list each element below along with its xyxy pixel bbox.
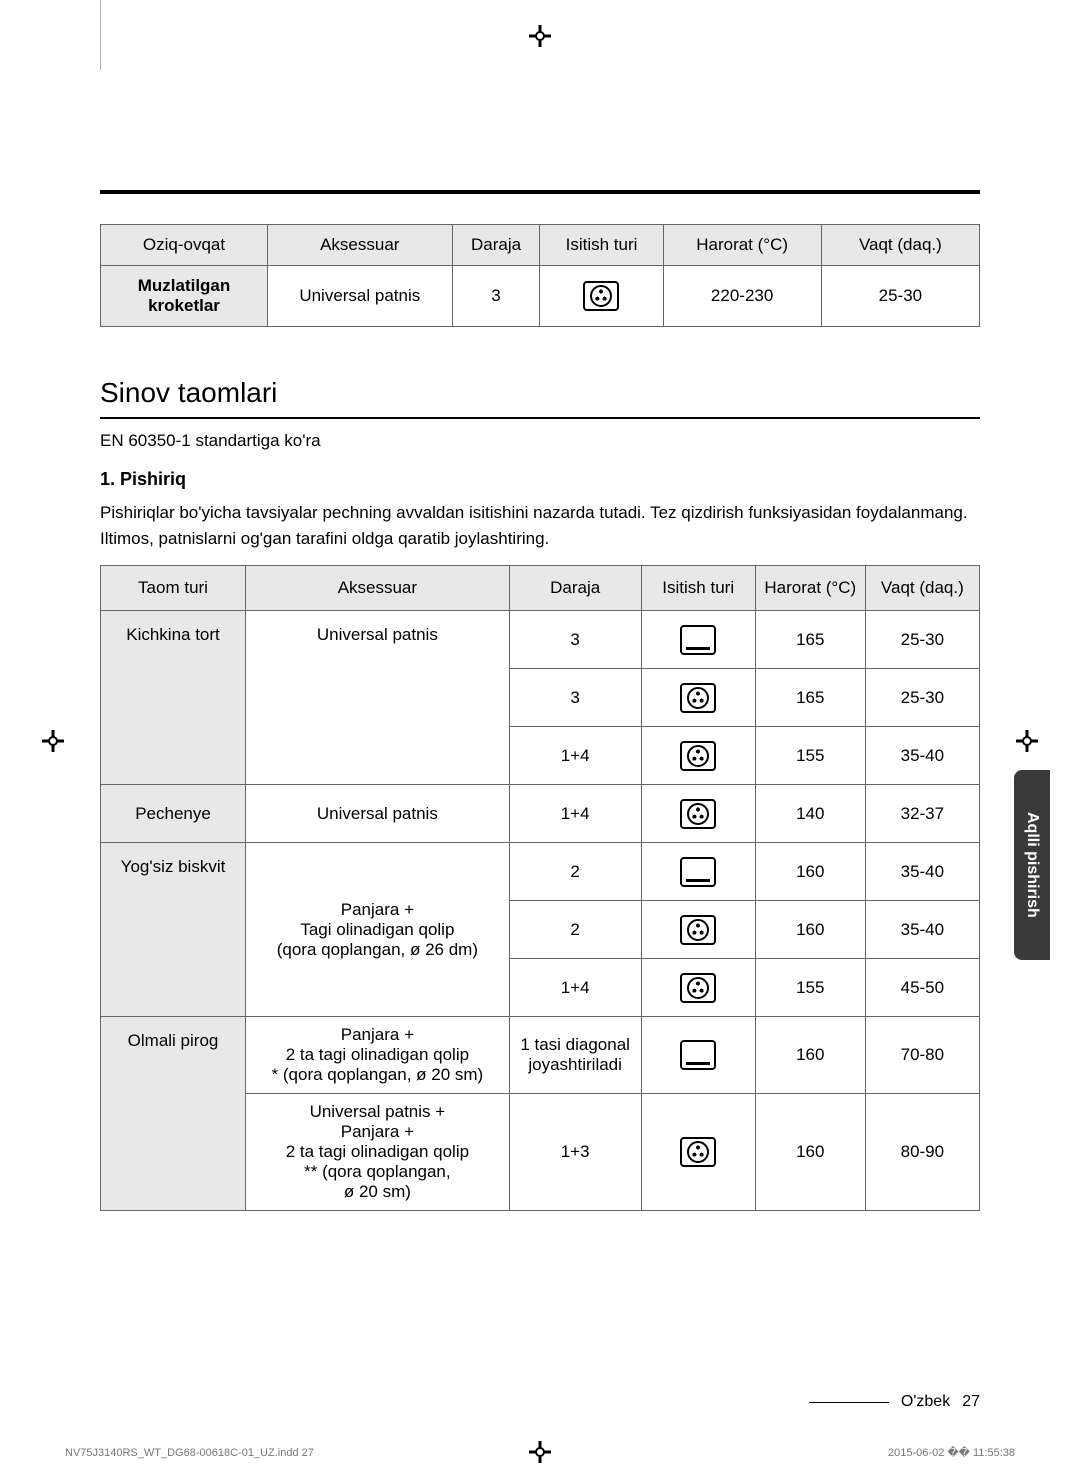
cell-accessory: Universal patnis	[268, 266, 453, 327]
cell-time: 70-80	[865, 1017, 979, 1094]
cell-name: Yog'siz biskvit	[101, 843, 246, 1017]
table-header: Harorat (°C)	[755, 566, 865, 611]
cell-level: 1+4	[509, 727, 641, 785]
fan-icon	[680, 799, 716, 829]
cell-accessory: Panjara + 2 ta tagi olinadigan qolip * (…	[246, 1017, 510, 1094]
cell-heating	[641, 843, 755, 901]
bottom-heat-icon	[680, 1040, 716, 1070]
cell-time: 25-30	[821, 266, 979, 327]
cell-level: 1+3	[509, 1094, 641, 1211]
cell-accessory: Universal patnis	[246, 611, 510, 785]
cell-level: 2	[509, 901, 641, 959]
cell-time: 45-50	[865, 959, 979, 1017]
bottom-heat-icon	[680, 857, 716, 887]
cooking-table: Taom turi Aksessuar Daraja Isitish turi …	[100, 565, 980, 1211]
cell-heating	[641, 785, 755, 843]
cell-name: Pechenye	[101, 785, 246, 843]
footer-rule	[809, 1402, 889, 1403]
cell-temp: 160	[755, 843, 865, 901]
registration-mark-icon	[529, 25, 551, 47]
table-header: Taom turi	[101, 566, 246, 611]
table-header: Daraja	[509, 566, 641, 611]
fan-icon	[680, 741, 716, 771]
table-row: Muzlatilgan kroketlar Universal patnis 3…	[101, 266, 980, 327]
print-timestamp: 2015-06-02 �� 11:55:38	[888, 1446, 1015, 1459]
fan-icon	[680, 973, 716, 1003]
cell-heating	[540, 266, 663, 327]
table-header: Isitish turi	[540, 225, 663, 266]
registration-mark-icon	[1016, 730, 1038, 752]
cell-heating	[641, 669, 755, 727]
table-header: Oziq-ovqat	[101, 225, 268, 266]
summary-table: Oziq-ovqat Aksessuar Daraja Isitish turi…	[100, 224, 980, 327]
table-header: Aksessuar	[268, 225, 453, 266]
cell-level: 1 tasi diagonal joyashtiriladi	[509, 1017, 641, 1094]
crop-mark	[100, 0, 101, 70]
cell-time: 25-30	[865, 669, 979, 727]
table-header: Aksessuar	[246, 566, 510, 611]
cell-time: 80-90	[865, 1094, 979, 1211]
table-row: Yog'siz biskvit Panjara + Tagi olinadiga…	[101, 843, 980, 901]
cell-name: Olmali pirog	[101, 1017, 246, 1211]
cell-time: 25-30	[865, 611, 979, 669]
cell-temp: 155	[755, 959, 865, 1017]
table-header: Daraja	[452, 225, 540, 266]
sub-heading: 1. Pishiriq	[100, 469, 980, 490]
bottom-heat-icon	[680, 625, 716, 655]
cell-time: 32-37	[865, 785, 979, 843]
page-footer: O'zbek 27	[809, 1393, 980, 1411]
cell-time: 35-40	[865, 901, 979, 959]
cell-level: 1+4	[509, 959, 641, 1017]
cell-heating	[641, 1094, 755, 1211]
fan-icon	[680, 1137, 716, 1167]
cell-accessory: Panjara + Tagi olinadigan qolip (qora qo…	[246, 843, 510, 1017]
cell-time: 35-40	[865, 727, 979, 785]
table-header: Vaqt (daq.)	[821, 225, 979, 266]
table-row: Kichkina tort Universal patnis 3 165 25-…	[101, 611, 980, 669]
cell-name: Kichkina tort	[101, 611, 246, 785]
cell-level: 1+4	[509, 785, 641, 843]
cell-temp: 160	[755, 1094, 865, 1211]
section-title: Sinov taomlari	[100, 377, 980, 409]
cell-temp: 165	[755, 669, 865, 727]
cell-temp: 160	[755, 1017, 865, 1094]
cell-heating	[641, 901, 755, 959]
cell-level: 3	[509, 611, 641, 669]
cell-level: 3	[509, 669, 641, 727]
cell-temp: 140	[755, 785, 865, 843]
footer-lang: O'zbek	[901, 1393, 950, 1411]
cell-accessory: Universal patnis + Panjara + 2 ta tagi o…	[246, 1094, 510, 1211]
fan-icon	[680, 915, 716, 945]
print-file: NV75J3140RS_WT_DG68-00618C-01_UZ.indd 27	[65, 1447, 314, 1459]
table-row: Olmali pirog Panjara + 2 ta tagi olinadi…	[101, 1017, 980, 1094]
cell-temp: 220-230	[663, 266, 821, 327]
cell-heating	[641, 1017, 755, 1094]
cell-temp: 165	[755, 611, 865, 669]
fan-icon	[583, 281, 619, 311]
cell-level: 2	[509, 843, 641, 901]
title-rule	[100, 417, 980, 419]
registration-mark-icon	[529, 1441, 551, 1463]
table-header: Isitish turi	[641, 566, 755, 611]
cell-time: 35-40	[865, 843, 979, 901]
cell-heating	[641, 959, 755, 1017]
description: Pishiriqlar bo'yicha tavsiyalar pechning…	[100, 500, 980, 551]
cell-heating	[641, 727, 755, 785]
cell-temp: 155	[755, 727, 865, 785]
subtitle: EN 60350-1 standartiga ko'ra	[100, 431, 980, 451]
footer-page: 27	[962, 1393, 980, 1411]
cell-name: Muzlatilgan kroketlar	[101, 266, 268, 327]
cell-accessory: Universal patnis	[246, 785, 510, 843]
table-header: Harorat (°C)	[663, 225, 821, 266]
cell-heating	[641, 611, 755, 669]
table-header: Vaqt (daq.)	[865, 566, 979, 611]
table-row: Pechenye Universal patnis 1+4 140 32-37	[101, 785, 980, 843]
cell-temp: 160	[755, 901, 865, 959]
header-rule	[100, 190, 980, 194]
registration-mark-icon	[42, 730, 64, 752]
side-tab: Aqlli pishirish	[1014, 770, 1050, 960]
cell-level: 3	[452, 266, 540, 327]
fan-icon	[680, 683, 716, 713]
